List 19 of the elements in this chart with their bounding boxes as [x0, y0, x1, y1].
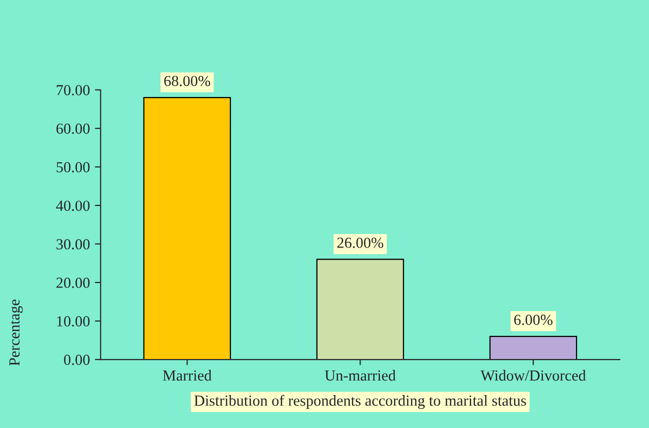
y-tick-label: 10.00 — [57, 316, 90, 327]
data-label: 68.00% — [164, 76, 210, 86]
x-tick-label: Married — [162, 370, 212, 381]
y-tick-label: 70.00 — [56, 85, 90, 96]
y-tick-label: 50.00 — [56, 162, 90, 172]
y-tick-label: 20.00 — [56, 278, 90, 288]
x-tick-label: Un-married — [324, 370, 396, 381]
bar — [143, 97, 231, 360]
x-axis-title: Distribution of respondents according to marital status — [194, 394, 526, 409]
bar — [489, 336, 578, 360]
data-label: 26.00% — [337, 238, 384, 248]
y-tick-label: 40.00 — [56, 200, 90, 211]
y-axis-title: Percentage — [9, 300, 23, 366]
data-label: 6.00% — [514, 314, 552, 326]
bar — [316, 258, 404, 360]
y-tick-label: 30.00 — [56, 239, 90, 250]
y-tick-label: 60.00 — [56, 124, 90, 134]
y-tick-label: 0.00 — [64, 354, 90, 366]
x-tick-label: Widow/Divorced — [480, 370, 586, 381]
